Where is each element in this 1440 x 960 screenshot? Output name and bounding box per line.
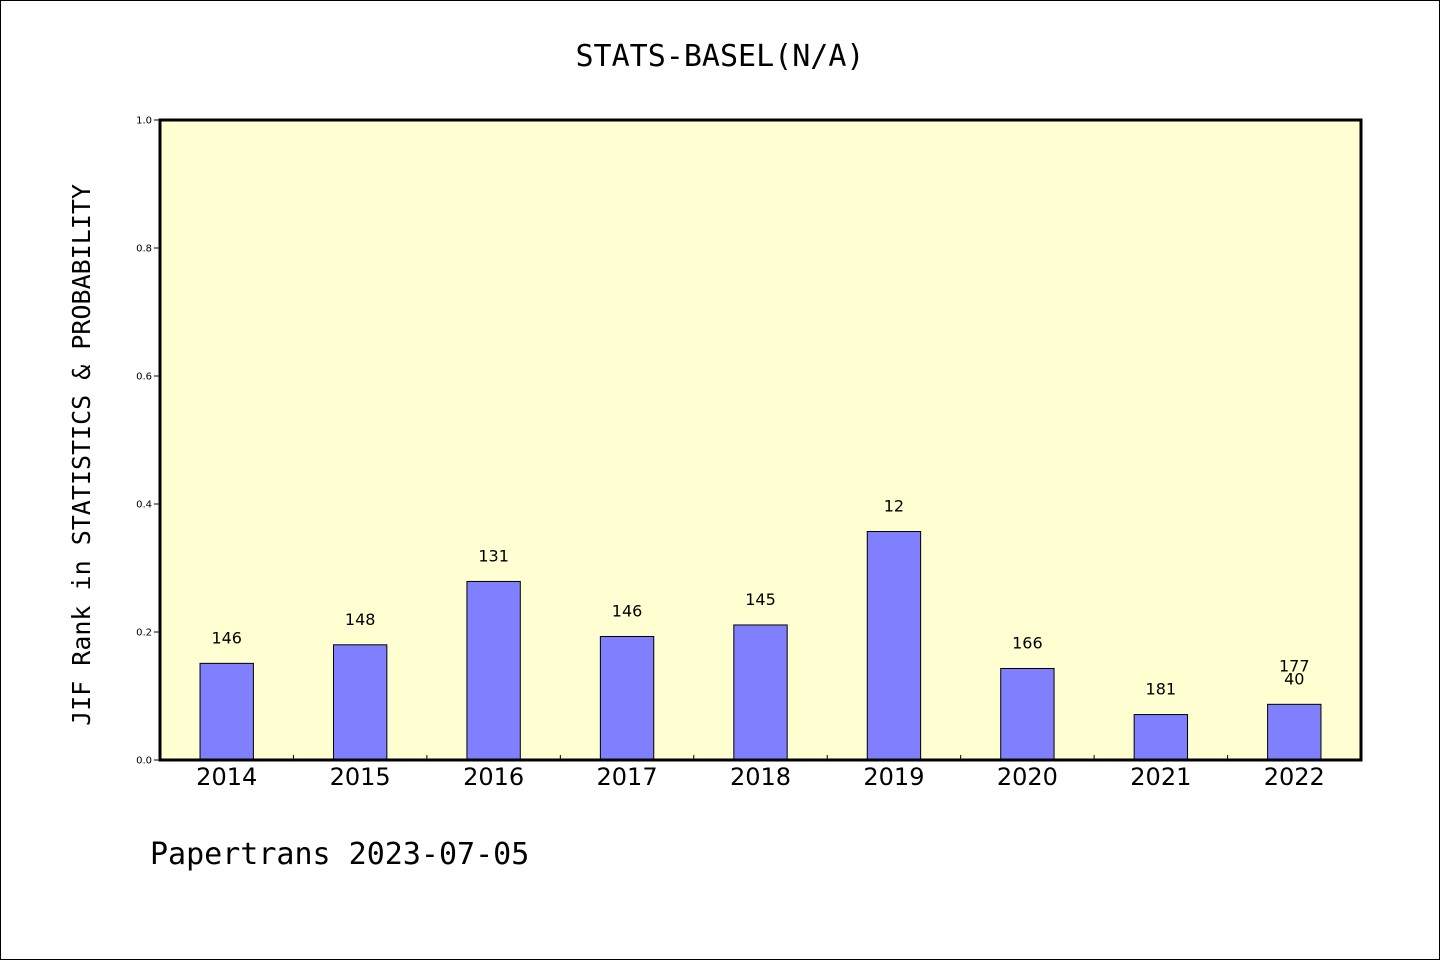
- bar-rank-label: 181: [1146, 680, 1177, 699]
- x-tick-label: 2014: [196, 763, 257, 791]
- bar-rank-label: 145: [745, 590, 776, 609]
- x-tick-label: 2020: [997, 763, 1058, 791]
- y-tick-label: 0.2: [136, 628, 152, 639]
- x-tick-label: 2022: [1264, 763, 1325, 791]
- y-tick-label: 0.8: [136, 244, 152, 255]
- plot-frame: [158, 118, 1363, 762]
- x-tick-label: 2016: [463, 763, 524, 791]
- bar-rank-label: 12: [884, 497, 904, 516]
- x-tick-label: 2018: [730, 763, 791, 791]
- chart-marks: 0.0 0.2 0.4 0.6 0.8 1.0 146 2014 148 2015 131 2016 1…: [136, 116, 1325, 792]
- bar: [332, 644, 388, 761]
- x-tick-label: 2017: [597, 763, 658, 791]
- bar-rank-label: 40: [1284, 669, 1304, 688]
- bar: [466, 580, 521, 761]
- bar: [733, 624, 788, 761]
- x-tick-label: 2015: [330, 763, 391, 791]
- bar: [1000, 667, 1055, 761]
- bar: [1267, 703, 1322, 761]
- bar-total-label: 177: [1279, 656, 1310, 675]
- bar: [599, 635, 655, 761]
- bar: [1133, 714, 1189, 761]
- x-tick-label: 2019: [863, 763, 924, 791]
- bar: [199, 662, 254, 761]
- bar-rank-label: 148: [345, 610, 376, 629]
- y-tick-label: 0.6: [136, 372, 152, 383]
- y-tick-label: 0.0: [136, 756, 152, 767]
- bar-rank-label: 146: [612, 601, 643, 620]
- x-tick-label: 2021: [1130, 763, 1191, 791]
- y-tick-label: 1.0: [136, 116, 152, 127]
- bar-rank-label: 146: [211, 628, 242, 647]
- bar-rank-label: 131: [478, 546, 509, 565]
- footer-note: Papertrans 2023-07-05: [150, 837, 529, 872]
- bar: [866, 531, 922, 761]
- y-axis-label: JIF Rank in STATISTICS & PROBABILITY: [67, 184, 96, 726]
- chart-title: STATS-BASEL(N/A): [576, 39, 865, 74]
- y-tick-label: 0.4: [136, 500, 152, 511]
- bar-rank-label: 166: [1012, 633, 1043, 652]
